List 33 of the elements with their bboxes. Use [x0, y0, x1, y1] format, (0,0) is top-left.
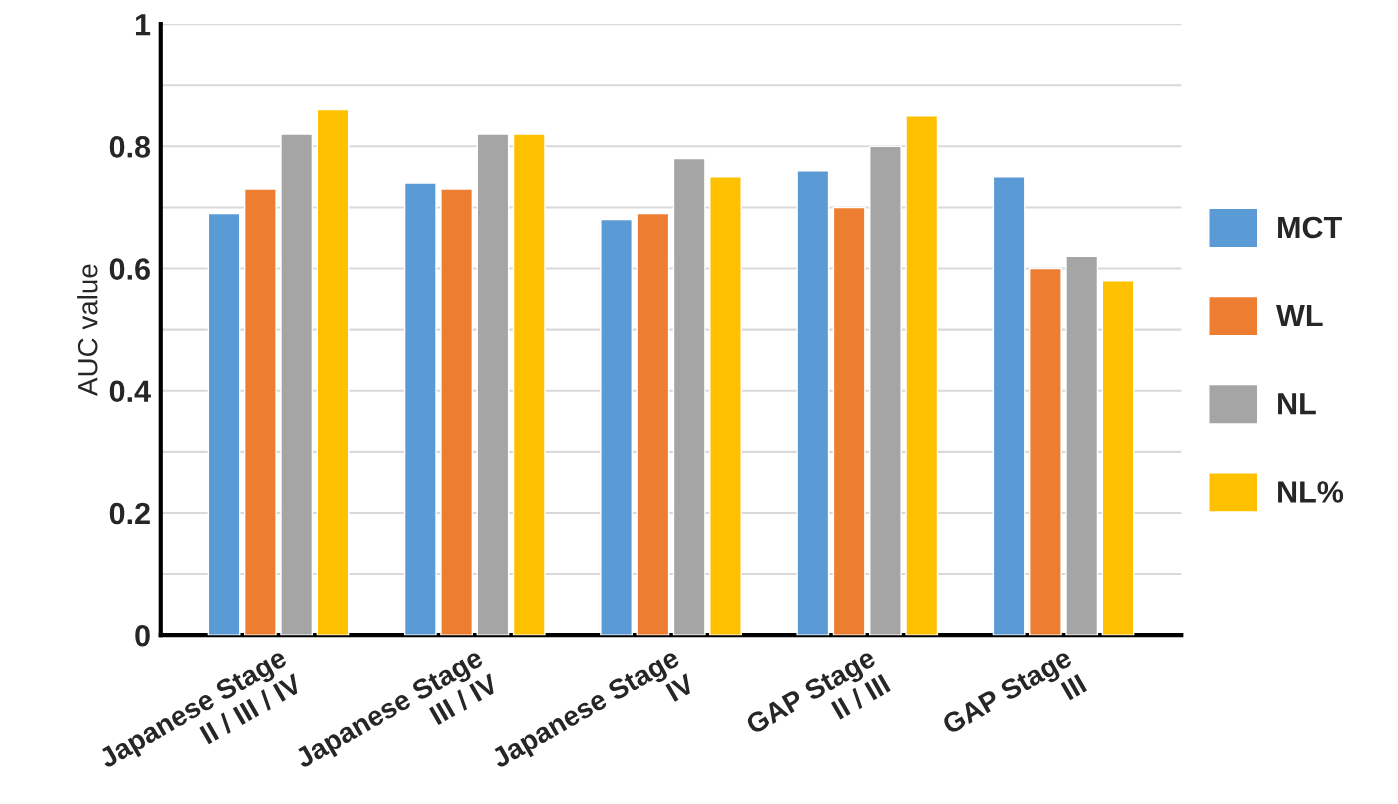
bar	[1101, 280, 1135, 636]
legend-label: NL	[1278, 393, 1316, 415]
bar	[992, 176, 1026, 636]
y-tick-label: 0	[135, 624, 150, 647]
bar	[243, 188, 277, 636]
y-tick-label: 1	[135, 14, 151, 36]
bar	[512, 133, 546, 636]
bar	[832, 206, 866, 636]
bar	[905, 115, 939, 636]
y-axis-title: AUC value	[77, 264, 98, 396]
x-tick-label: GAP Stage III	[940, 647, 1087, 740]
bar	[440, 188, 474, 636]
bar	[796, 170, 830, 636]
bar	[672, 157, 706, 636]
legend-label: MCT	[1278, 216, 1342, 239]
legend-label: WL	[1276, 305, 1323, 327]
bar	[869, 145, 902, 636]
bar	[709, 176, 742, 636]
legend-label: NL%	[1278, 481, 1344, 503]
bar	[1065, 255, 1099, 636]
bar	[600, 218, 633, 636]
bar	[403, 182, 437, 636]
bar	[1029, 267, 1062, 636]
bar	[207, 212, 241, 636]
bar	[280, 133, 314, 636]
bar	[316, 108, 350, 636]
bar	[636, 212, 670, 636]
y-tick-label: 0.6	[109, 258, 150, 280]
y-tick-label: 0.4	[109, 380, 151, 403]
y-tick-label: 0.2	[109, 502, 150, 525]
x-tick-label: GAP Stage II / III	[744, 647, 891, 740]
y-tick-label: 0.8	[109, 136, 151, 158]
bar	[476, 133, 510, 636]
